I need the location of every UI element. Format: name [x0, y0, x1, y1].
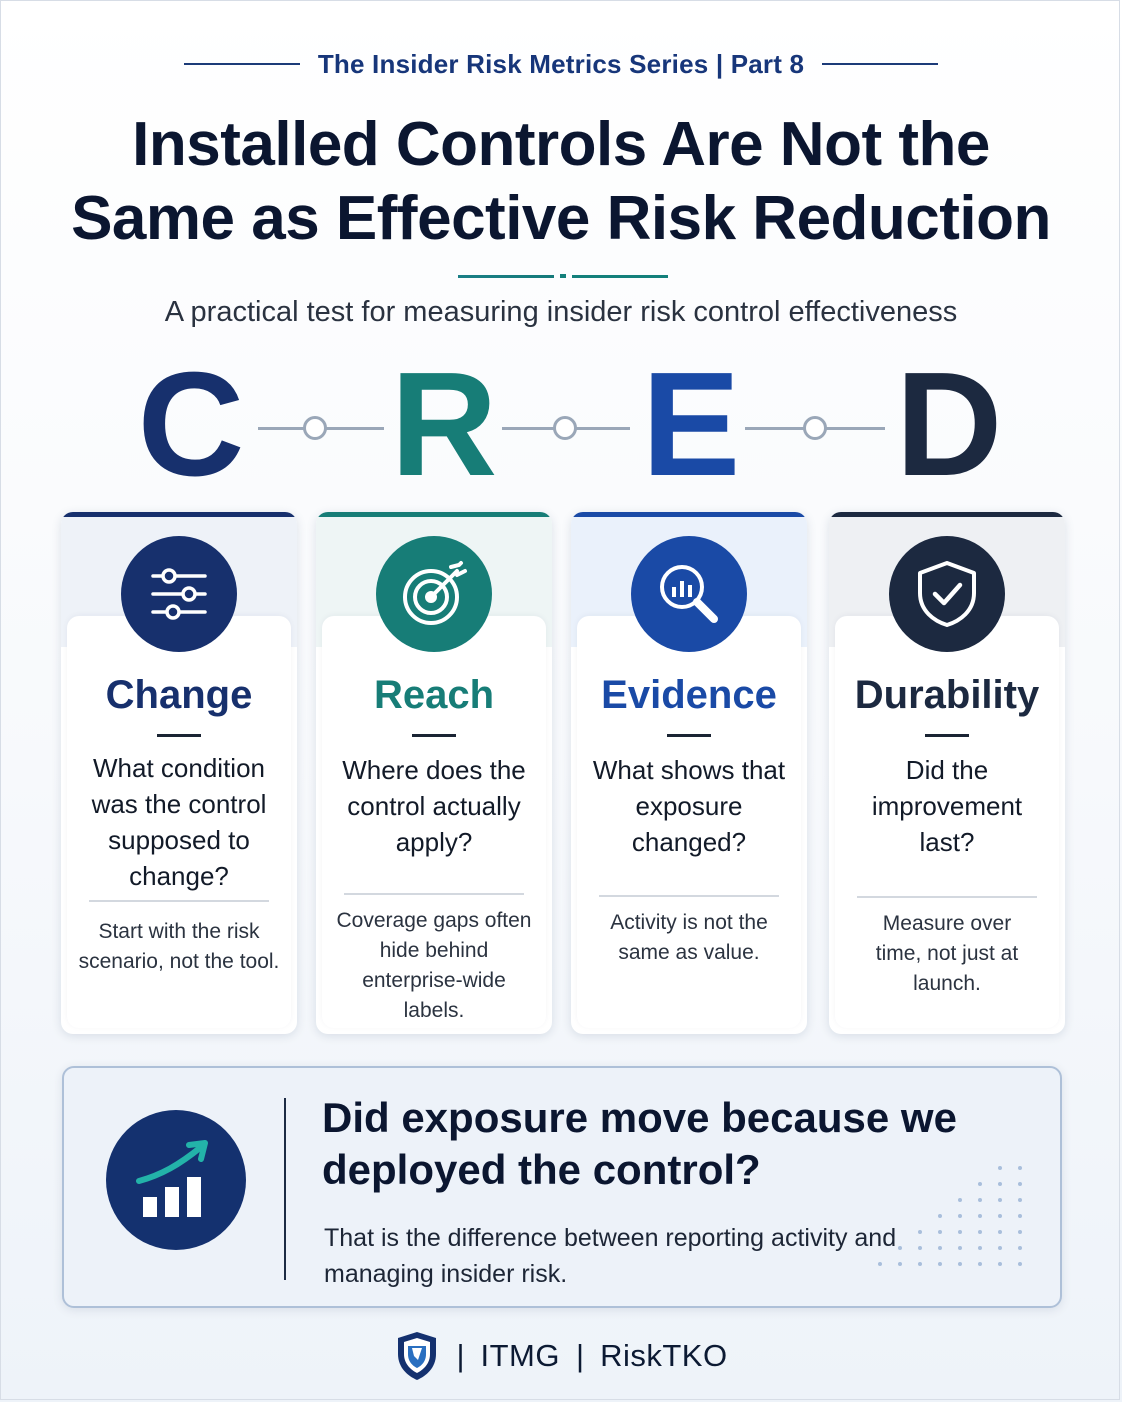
- title-line-1: Installed Controls Are Not the: [132, 110, 990, 179]
- connector-dot: [303, 416, 327, 440]
- growth-chart-icon: [106, 1110, 246, 1250]
- card-title-rule: [157, 734, 201, 737]
- callout-title: Did exposure move because we deployed th…: [322, 1094, 957, 1193]
- letter-c: C: [137, 342, 245, 507]
- card-body: [322, 616, 546, 1028]
- card-question: Did the improvement last?: [871, 755, 1023, 857]
- magnifier-chart-icon: [631, 536, 747, 652]
- series-left-rule: [183, 63, 300, 65]
- connector-e-d: [745, 415, 885, 441]
- divider-right-segment: [572, 274, 668, 278]
- card-evidence: Evidence What shows that exposure change…: [571, 512, 807, 1034]
- card-reach: Reach Where does the control actually ap…: [316, 512, 552, 1034]
- footer: | ITMG | RiskTKO: [0, 1326, 1122, 1386]
- connector-dot: [803, 416, 827, 440]
- card-divider: [344, 893, 524, 895]
- key-question-callout: Did exposure move because we deployed th…: [62, 1066, 1062, 1308]
- letter-d: D: [895, 342, 1003, 507]
- card-title: Evidence: [601, 673, 777, 717]
- card-title: Change: [105, 673, 253, 717]
- card-question: What condition was the control supposed …: [91, 753, 267, 891]
- acronym-letters: C R E D: [0, 342, 1122, 507]
- divider-left-segment: [458, 274, 554, 278]
- card-note: Measure over time, not just at launch.: [875, 912, 1019, 995]
- footer-brand-itmg: ITMG: [480, 1338, 560, 1373]
- card-durability: Durability Did the improvement last? Mea…: [829, 512, 1065, 1034]
- footer-separator: |: [576, 1338, 585, 1373]
- letter-e: E: [641, 342, 741, 507]
- connector-c-r: [258, 415, 384, 441]
- subtitle: A practical test for measuring insider r…: [164, 296, 958, 328]
- shield-check-icon: [889, 536, 1005, 652]
- callout-divider: [284, 1098, 286, 1280]
- series-header: The Insider Risk Metrics Series | Part 8: [0, 44, 1122, 84]
- dot-pattern: [878, 1166, 1022, 1266]
- card-divider: [89, 900, 269, 902]
- footer-separator: |: [456, 1338, 465, 1373]
- callout-text: That is the difference between reporting…: [324, 1224, 897, 1288]
- card-accent-bar: [571, 512, 807, 517]
- card-title: Durability: [854, 673, 1040, 717]
- card-title-rule: [412, 734, 456, 737]
- card-body: [67, 616, 291, 1028]
- card-question: Where does the control actually apply?: [342, 755, 526, 857]
- sliders-icon: [121, 536, 237, 652]
- card-divider: [599, 895, 779, 897]
- card-note: Activity is not the same as value.: [610, 911, 768, 964]
- card-title: Reach: [373, 673, 495, 717]
- card-accent-bar: [61, 512, 297, 517]
- card-body: [835, 616, 1059, 1028]
- title-divider: [453, 274, 673, 278]
- title-line-2: Same as Effective Risk Reduction: [71, 184, 1051, 253]
- card-title-rule: [925, 734, 969, 737]
- card-accent-bar: [829, 512, 1065, 517]
- footer-brand-risktko: RiskTKO: [600, 1338, 728, 1373]
- series-label: The Insider Risk Metrics Series | Part 8: [317, 48, 805, 79]
- card-change: Change What condition was the control su…: [61, 512, 297, 1034]
- connector-r-e: [502, 415, 630, 441]
- target-icon: [376, 536, 492, 652]
- letter-r: R: [390, 342, 498, 507]
- card-accent-bar: [316, 512, 552, 517]
- connector-dot: [553, 416, 577, 440]
- card-title-rule: [667, 734, 711, 737]
- page-title: Installed Controls Are Not the Same as E…: [40, 108, 1082, 256]
- shield-logo: [398, 1332, 437, 1380]
- card-divider: [857, 896, 1037, 898]
- card-note: Start with the risk scenario, not the to…: [78, 920, 280, 973]
- series-right-rule: [822, 63, 939, 65]
- divider-dot: [560, 274, 566, 278]
- card-question: What shows that exposure changed?: [592, 755, 786, 857]
- card-body: [577, 616, 801, 1028]
- card-note: Coverage gaps often hide behind enterpri…: [336, 909, 532, 1022]
